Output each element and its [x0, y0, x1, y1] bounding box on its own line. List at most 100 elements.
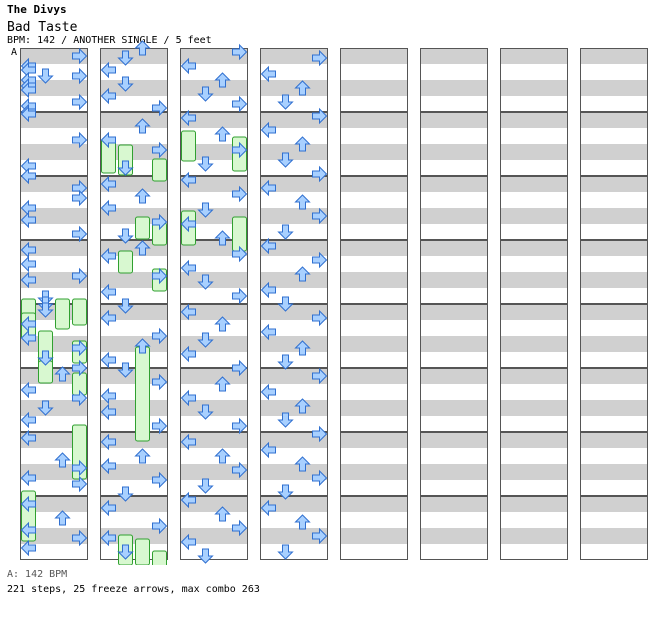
measure-box [260, 368, 328, 432]
beat-stripe [340, 176, 408, 192]
left-arrow-icon [20, 539, 36, 557]
right-arrow-icon [72, 459, 88, 477]
measure-box [340, 432, 408, 496]
measure-box [500, 304, 568, 368]
up-arrow-icon [214, 316, 231, 332]
measure-box [420, 176, 488, 240]
right-arrow-icon [232, 43, 248, 61]
beat-stripe [180, 496, 248, 512]
beat-stripe [180, 368, 248, 384]
beat-stripe [180, 48, 248, 64]
up-arrow-icon [54, 452, 71, 468]
measure-box [420, 48, 488, 112]
beat-stripe [100, 400, 168, 416]
down-arrow-icon [277, 94, 294, 110]
left-arrow-icon [100, 283, 116, 301]
measure-box [260, 176, 328, 240]
left-arrow-icon [260, 323, 276, 341]
beat-stripe [420, 528, 488, 544]
measure-box [20, 496, 88, 560]
step-chart [20, 40, 648, 565]
up-arrow-icon [294, 136, 311, 152]
down-arrow-icon [277, 224, 294, 240]
beat-stripe [500, 304, 568, 320]
beat-stripe [100, 528, 168, 544]
measure-box [580, 496, 648, 560]
measure-box [20, 48, 88, 112]
down-arrow-icon [277, 354, 294, 370]
measure-box [580, 304, 648, 368]
up-arrow-icon [294, 266, 311, 282]
beat-stripe [260, 144, 328, 160]
measure-box [500, 240, 568, 304]
beat-stripe [100, 272, 168, 288]
beat-stripe [260, 80, 328, 96]
measure-box [180, 304, 248, 368]
left-arrow-icon [100, 387, 116, 405]
left-arrow-icon [180, 491, 196, 509]
right-arrow-icon [232, 417, 248, 435]
right-arrow-icon [72, 225, 88, 243]
beat-stripe [100, 304, 168, 320]
beat-stripe [180, 80, 248, 96]
down-arrow-icon [197, 156, 214, 172]
right-arrow-icon [232, 519, 248, 537]
left-arrow-icon [260, 65, 276, 83]
measure-box [100, 176, 168, 240]
measure-box [100, 48, 168, 112]
measure-box [420, 496, 488, 560]
beat-stripe [260, 272, 328, 288]
beat-stripe [20, 240, 88, 256]
beat-stripe [500, 240, 568, 256]
beat-stripe [420, 464, 488, 480]
freeze-arrow [135, 538, 150, 565]
left-arrow-icon [180, 259, 196, 277]
measure-box [260, 112, 328, 176]
up-arrow-icon [294, 456, 311, 472]
left-arrow-icon [180, 57, 196, 75]
chart-summary: 221 steps, 25 freeze arrows, max combo 2… [7, 584, 260, 595]
measure-box [500, 112, 568, 176]
freeze-arrow [152, 158, 167, 182]
right-arrow-icon [312, 49, 328, 67]
measure-box [20, 240, 88, 304]
down-arrow-icon [197, 478, 214, 494]
up-arrow-icon [214, 126, 231, 142]
beat-stripe [500, 208, 568, 224]
down-arrow-icon [117, 544, 134, 560]
freeze-arrow [135, 216, 150, 240]
beat-stripe [500, 48, 568, 64]
beat-stripe [20, 144, 88, 160]
right-arrow-icon [232, 359, 248, 377]
measure-box [420, 240, 488, 304]
down-arrow-icon [197, 202, 214, 218]
beat-stripe [20, 400, 88, 416]
left-arrow-icon [260, 441, 276, 459]
left-arrow-icon [180, 345, 196, 363]
measure-box [100, 432, 168, 496]
right-arrow-icon [72, 67, 88, 85]
up-arrow-icon [214, 376, 231, 392]
up-arrow-icon [214, 506, 231, 522]
beat-stripe [20, 368, 88, 384]
beat-stripe [180, 240, 248, 256]
measure-box [420, 368, 488, 432]
left-arrow-icon [20, 271, 36, 289]
beat-stripe [100, 176, 168, 192]
beat-stripe [580, 48, 648, 64]
measure-box [340, 240, 408, 304]
left-arrow-icon [100, 247, 116, 265]
down-arrow-icon [197, 548, 214, 564]
up-arrow-icon [134, 338, 151, 354]
down-arrow-icon [117, 228, 134, 244]
measure-box [180, 112, 248, 176]
right-arrow-icon [312, 469, 328, 487]
left-arrow-icon [260, 237, 276, 255]
beat-stripe [260, 368, 328, 384]
measure-box [580, 432, 648, 496]
beat-stripe [260, 112, 328, 128]
measure-box [260, 432, 328, 496]
left-arrow-icon [180, 109, 196, 127]
freeze-arrow [232, 216, 247, 252]
beat-stripe [100, 240, 168, 256]
